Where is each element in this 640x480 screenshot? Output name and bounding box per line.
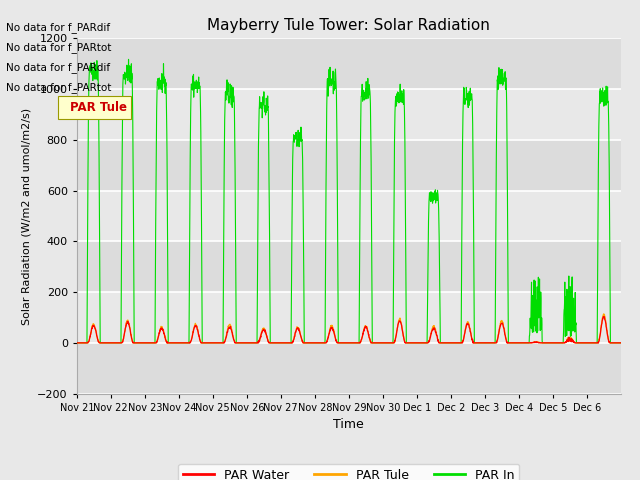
Bar	[77, 343, 621, 394]
Text: No data for f_PARdif: No data for f_PARdif	[6, 22, 111, 33]
Bar	[77, 191, 621, 241]
Bar	[77, 89, 621, 140]
Text: No data for f_PARdif: No data for f_PARdif	[6, 62, 111, 73]
Y-axis label: Solar Radiation (W/m2 and umol/m2/s): Solar Radiation (W/m2 and umol/m2/s)	[22, 108, 32, 324]
Legend: PAR Water, PAR Tule, PAR In: PAR Water, PAR Tule, PAR In	[178, 464, 520, 480]
X-axis label: Time: Time	[333, 418, 364, 431]
Text: No data for f_PARtot: No data for f_PARtot	[6, 42, 112, 53]
Text: PAR Tule: PAR Tule	[70, 101, 127, 114]
Title: Mayberry Tule Tower: Solar Radiation: Mayberry Tule Tower: Solar Radiation	[207, 18, 490, 33]
Bar	[77, 140, 621, 191]
Bar	[77, 38, 621, 89]
Bar	[77, 241, 621, 292]
Bar	[77, 292, 621, 343]
Text: No data for f_PARtot: No data for f_PARtot	[6, 82, 112, 93]
